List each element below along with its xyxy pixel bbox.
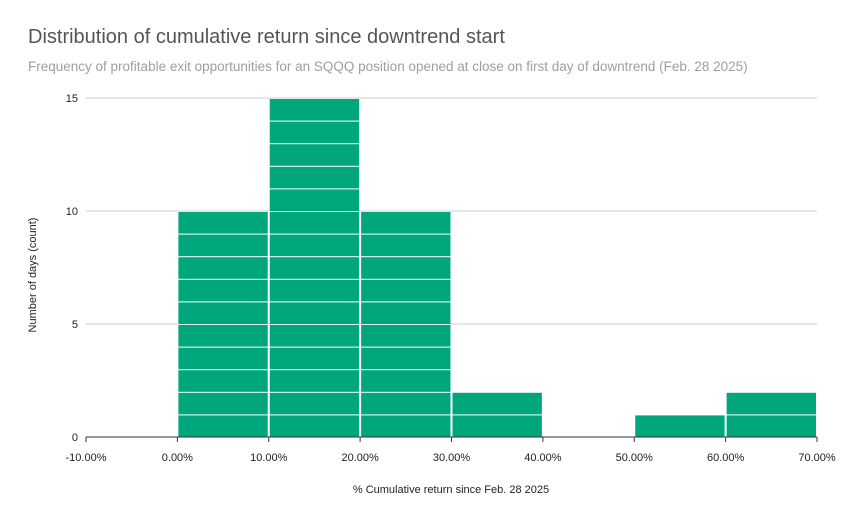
bar-segment — [269, 121, 360, 144]
bar-segment — [178, 392, 268, 415]
bar-segment — [269, 189, 360, 211]
x-tick-label: 0.00% — [162, 452, 193, 464]
bar-segment — [178, 279, 268, 302]
bar-segment — [269, 302, 360, 324]
y-tick-label: 10 — [66, 206, 78, 218]
bar-segment — [635, 415, 725, 437]
bar-segment — [361, 234, 451, 257]
x-tick-label: 20.00% — [341, 452, 379, 464]
bar-segment — [269, 325, 360, 347]
bar-segment — [178, 347, 268, 370]
bar-segment — [269, 144, 360, 166]
bar-segment — [726, 392, 816, 415]
x-tick-labels: -10.00% 0.00% 10.00% 20.00% 30.00% 40.00% 50.0… — [66, 452, 836, 464]
bar-segment — [269, 347, 360, 370]
y-tick-label: 15 — [66, 93, 78, 105]
bar-segment — [269, 257, 360, 279]
y-axis-label: Number of days (count) — [27, 218, 39, 333]
x-tick-label: 10.00% — [250, 452, 288, 464]
bar-segment — [269, 392, 360, 415]
bar-segment — [178, 234, 268, 257]
x-tick-label: 70.00% — [798, 452, 836, 464]
bar-segment — [178, 302, 268, 324]
bar-segment — [269, 370, 360, 392]
y-tick-label: 5 — [72, 319, 78, 331]
x-tick-label: -10.00% — [66, 452, 107, 464]
bar-segment — [361, 325, 451, 347]
y-tick-label: 0 — [72, 432, 78, 444]
x-axis-label: % Cumulative return since Feb. 28 2025 — [353, 484, 549, 496]
bar-segment — [269, 415, 360, 437]
bar-segment — [361, 302, 451, 324]
bar-segment — [361, 392, 451, 415]
bar-segment — [178, 257, 268, 279]
bars — [178, 99, 816, 437]
bar-segment — [178, 212, 268, 234]
axes — [85, 436, 818, 442]
bar-segment — [269, 99, 360, 121]
bar-segment — [361, 212, 451, 234]
bar-segment — [269, 279, 360, 302]
bar-segment — [361, 370, 451, 392]
x-tick-label: 60.00% — [707, 452, 745, 464]
bar-segment — [726, 415, 816, 437]
bar-segment — [361, 347, 451, 370]
x-tick-label: 40.00% — [524, 452, 562, 464]
bar-segment — [269, 212, 360, 234]
bar-segment — [178, 415, 268, 437]
bar-segment — [269, 234, 360, 257]
bar-segment — [452, 392, 542, 415]
bar-segment — [178, 370, 268, 392]
x-tick-label: 50.00% — [616, 452, 654, 464]
bar-segment — [361, 257, 451, 279]
chart-subtitle: Frequency of profitable exit opportuniti… — [28, 59, 748, 74]
chart-title: Distribution of cumulative return since … — [28, 26, 505, 48]
bar-segment — [361, 279, 451, 302]
y-tick-labels: 0 5 10 15 — [66, 93, 78, 444]
bar-segment — [452, 415, 542, 437]
x-tick-label: 30.00% — [433, 452, 471, 464]
bar-segment — [361, 415, 451, 437]
bar-segment — [269, 166, 360, 189]
bar-segment — [178, 325, 268, 347]
